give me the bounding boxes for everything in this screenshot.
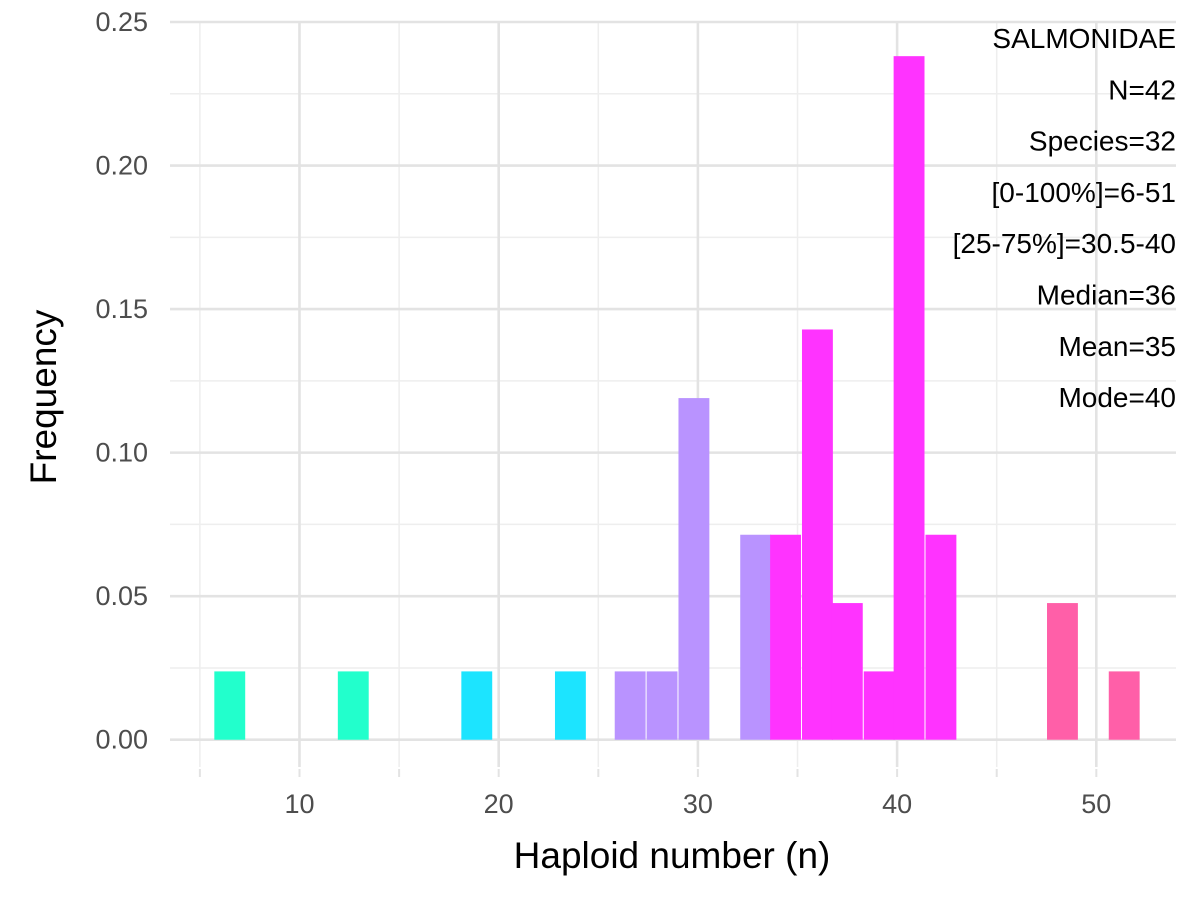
y-tick-label: 0.25 [95,7,148,37]
histogram-bar [337,671,369,740]
histogram-bar [1047,603,1078,740]
histogram-bar [925,534,957,740]
x-axis-title: Haploid number (n) [514,835,831,876]
y-tick-label: 0.00 [95,725,148,755]
x-tick-label: 20 [484,789,514,819]
annotation-line: [0-100%]=6-51 [992,177,1176,208]
x-tick-label: 40 [882,789,912,819]
histogram-bar [554,671,586,740]
annotation-line: [25-75%]=30.5-40 [953,228,1176,259]
y-tick-label: 0.15 [95,294,148,324]
histogram-bar [863,671,895,740]
annotation-line: Mean=35 [1058,331,1176,362]
histogram-bars [214,56,1140,740]
summary-annotation: SALMONIDAE N=42 Species=32 [0-100%]=6-51 [25… [953,23,1176,413]
histogram-bar [614,671,646,740]
histogram-bar [893,56,925,740]
histogram-bar [678,398,710,740]
histogram-bar [801,329,833,740]
y-tick-label: 0.20 [95,151,148,181]
annotation-line: SALMONIDAE [992,23,1176,54]
y-tick-label: 0.10 [95,438,148,468]
x-tick-label: 30 [683,789,713,819]
histogram-bar [646,671,678,740]
annotation-line: N=42 [1108,74,1176,105]
histogram-bar [214,671,246,740]
histogram-bar [461,671,493,740]
y-tick-label: 0.05 [95,581,148,611]
histogram-bar [831,603,863,740]
y-tick-labels: 0.00 0.05 0.10 0.15 0.20 0.25 [95,7,148,755]
histogram-bar [740,534,772,740]
x-tick-label: 10 [284,789,314,819]
histogram-bar [770,534,801,740]
x-tick-label: 50 [1081,789,1111,819]
annotation-line: Species=32 [1029,126,1176,157]
annotation-line: Median=36 [1037,280,1176,311]
x-tick-labels: 10 20 30 40 50 [284,789,1111,819]
minor-gridlines [170,22,1176,767]
annotation-line: Mode=40 [1058,382,1176,413]
histogram-bar [1108,671,1140,740]
major-gridlines [170,20,1176,767]
y-axis-title: Frequency [23,309,64,484]
axis-ticks [198,769,1098,777]
